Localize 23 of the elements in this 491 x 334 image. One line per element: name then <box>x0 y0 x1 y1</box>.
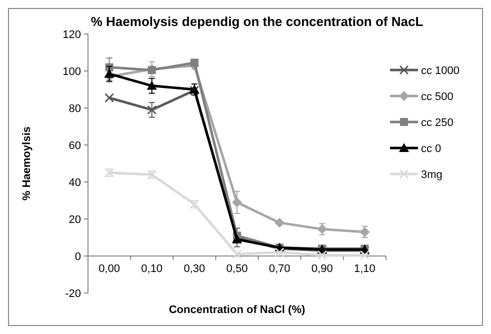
y-tick-label: 100 <box>62 66 81 78</box>
y-tick-label: 40 <box>68 176 81 189</box>
legend-label: 3mg <box>421 168 442 181</box>
x-tick-label: 1,10 <box>354 263 376 275</box>
y-axis-title: % Haemoylsis <box>21 126 33 200</box>
x-tick-label: 0,30 <box>184 263 206 275</box>
legend-label: cc 0 <box>421 142 442 155</box>
legend-label: cc 250 <box>421 116 454 129</box>
x-tick-label: 0,90 <box>311 263 333 275</box>
y-tick-label: 20 <box>68 214 81 226</box>
x-tick-label: 0,10 <box>141 263 163 275</box>
x-tick-label: 0,70 <box>268 263 290 275</box>
y-tick-label: -20 <box>65 288 81 300</box>
y-tick-label: 120 <box>62 28 81 41</box>
y-tick-label: 60 <box>68 140 81 152</box>
x-axis-title: Concentration of NaCl (%) <box>168 304 306 316</box>
legend-label: cc 1000 <box>421 64 460 77</box>
x-tick-label: 0,00 <box>98 263 120 275</box>
y-tick-label: 0 <box>74 250 81 263</box>
x-tick-label: 0,50 <box>226 263 248 275</box>
legend-label: cc 500 <box>421 90 454 103</box>
chart-title: % Haemolysis dependig on the concentration of NacL <box>90 14 424 29</box>
y-tick-label: 80 <box>68 102 81 115</box>
